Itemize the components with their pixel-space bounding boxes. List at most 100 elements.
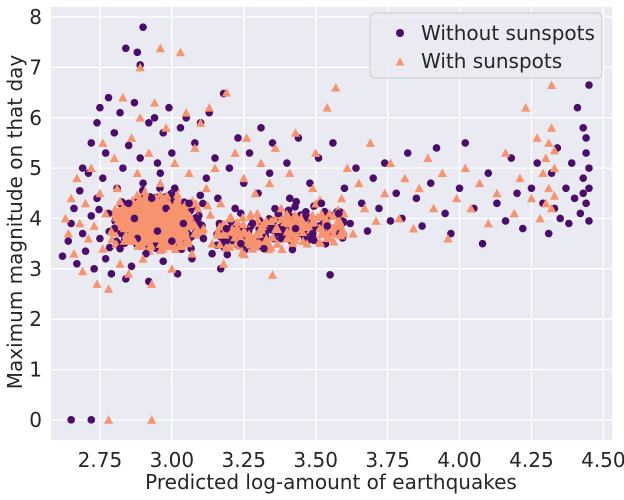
cluster-point xyxy=(139,193,150,202)
with-sunspots-point xyxy=(144,148,154,157)
with-sunspots-point xyxy=(60,213,70,223)
with-sunspots-point xyxy=(207,239,217,248)
cluster-point xyxy=(174,241,184,250)
with-sunspots-point xyxy=(175,47,186,57)
with-sunspots-point xyxy=(242,133,252,142)
cluster-point xyxy=(284,212,294,222)
without-sunspots-point xyxy=(78,229,87,238)
cluster-point xyxy=(223,250,232,259)
without-sunspots-point xyxy=(484,169,493,177)
with-sunspots-point xyxy=(155,178,165,188)
without-sunspots-point xyxy=(585,164,593,172)
with-sunspots-point xyxy=(201,183,211,193)
cluster-point xyxy=(150,229,160,239)
with-sunspots-point xyxy=(221,87,232,97)
cluster-point xyxy=(239,249,250,259)
legend-marker-without-sunspots xyxy=(396,29,404,37)
without-sunspots-point xyxy=(185,199,193,208)
cluster-point xyxy=(221,243,231,252)
with-sunspots-point xyxy=(290,128,301,137)
with-sunspots-point xyxy=(414,183,424,193)
cluster-point xyxy=(205,210,215,219)
with-sunspots-point xyxy=(103,415,114,424)
with-sunspots-point xyxy=(521,103,531,112)
without-sunspots-point xyxy=(75,186,84,195)
with-sunspots-point xyxy=(184,168,194,178)
without-sunspots-point xyxy=(375,204,383,213)
without-sunspots-point xyxy=(455,184,464,193)
with-sunspots-point xyxy=(359,203,370,213)
cluster-point xyxy=(311,198,321,208)
cluster-point xyxy=(239,228,249,237)
legend-box xyxy=(369,12,603,79)
without-sunspots-point xyxy=(248,219,257,228)
without-sunspots-point xyxy=(122,44,130,53)
without-sunspots-point xyxy=(533,159,541,167)
with-sunspots-point xyxy=(250,188,260,198)
y-tick-label: 0 xyxy=(29,408,42,432)
without-sunspots-point xyxy=(170,184,179,193)
cluster-point xyxy=(215,221,225,231)
without-sunspots-point xyxy=(234,134,242,142)
with-sunspots-point xyxy=(135,62,145,72)
without-sunspots-point xyxy=(447,229,455,238)
without-sunspots-point xyxy=(432,144,441,152)
with-sunspots-point xyxy=(443,234,453,243)
without-sunspots-point xyxy=(329,139,337,147)
cluster-point xyxy=(113,215,124,225)
y-tick-label: 8 xyxy=(29,5,42,29)
cluster-point xyxy=(254,238,264,248)
with-sunspots-point xyxy=(106,226,117,235)
x-tick-label: 4.25 xyxy=(509,448,554,472)
with-sunspots-point xyxy=(63,228,73,238)
without-sunspots-point xyxy=(104,93,113,102)
without-sunspots-point xyxy=(579,124,588,132)
cluster-point xyxy=(174,210,184,220)
without-sunspots-point xyxy=(222,224,231,233)
with-sunspots-point xyxy=(152,218,163,228)
without-sunspots-point xyxy=(237,239,245,248)
with-sunspots-point xyxy=(83,234,93,243)
with-sunspots-point xyxy=(75,218,85,228)
without-sunspots-point xyxy=(501,217,510,225)
cluster-point xyxy=(144,227,154,236)
with-sunspots-point xyxy=(98,244,108,253)
without-sunspots-point xyxy=(493,199,501,208)
with-sunspots-point xyxy=(549,163,560,173)
cluster-point xyxy=(309,217,319,227)
with-sunspots-point xyxy=(239,173,249,183)
cluster-point xyxy=(271,224,281,233)
cluster-point xyxy=(336,230,346,240)
cluster-point xyxy=(155,189,165,199)
cluster-point xyxy=(245,209,256,219)
with-sunspots-point xyxy=(103,284,114,293)
cluster-point xyxy=(95,205,103,214)
x-tick-label: 3.25 xyxy=(221,448,266,472)
x-tick-labels: 2.75 3.00 3.25 3.50 3.75 4.00 4.25 4.50 xyxy=(78,448,624,472)
without-sunspots-point xyxy=(519,224,527,233)
with-sunspots-point xyxy=(121,213,131,223)
x-tick-label: 3.00 xyxy=(150,448,195,472)
x-tick-label: 2.75 xyxy=(78,448,123,472)
without-sunspots-point xyxy=(156,169,165,177)
without-sunspots-point xyxy=(159,257,167,266)
with-sunspots-point xyxy=(328,223,338,233)
with-sunspots-point xyxy=(544,138,554,147)
with-sunspots-point xyxy=(544,183,554,193)
without-sunspots-point xyxy=(403,149,412,157)
with-sunspots-point xyxy=(394,213,404,223)
x-tick-label: 3.75 xyxy=(365,448,410,472)
with-sunspots-point xyxy=(256,158,266,167)
with-sunspots-point xyxy=(112,183,122,193)
without-sunspots-point xyxy=(441,209,449,218)
cluster-point xyxy=(266,242,276,252)
with-sunspots-point xyxy=(216,198,226,208)
with-sunspots-point xyxy=(336,193,347,203)
with-sunspots-point xyxy=(95,188,105,198)
with-sunspots-point xyxy=(492,188,502,198)
with-sunspots-point xyxy=(198,223,209,233)
with-sunspots-point xyxy=(546,80,557,89)
without-sunspots-point xyxy=(565,219,573,228)
cluster-point xyxy=(238,219,248,229)
without-sunspots-point xyxy=(326,271,334,279)
